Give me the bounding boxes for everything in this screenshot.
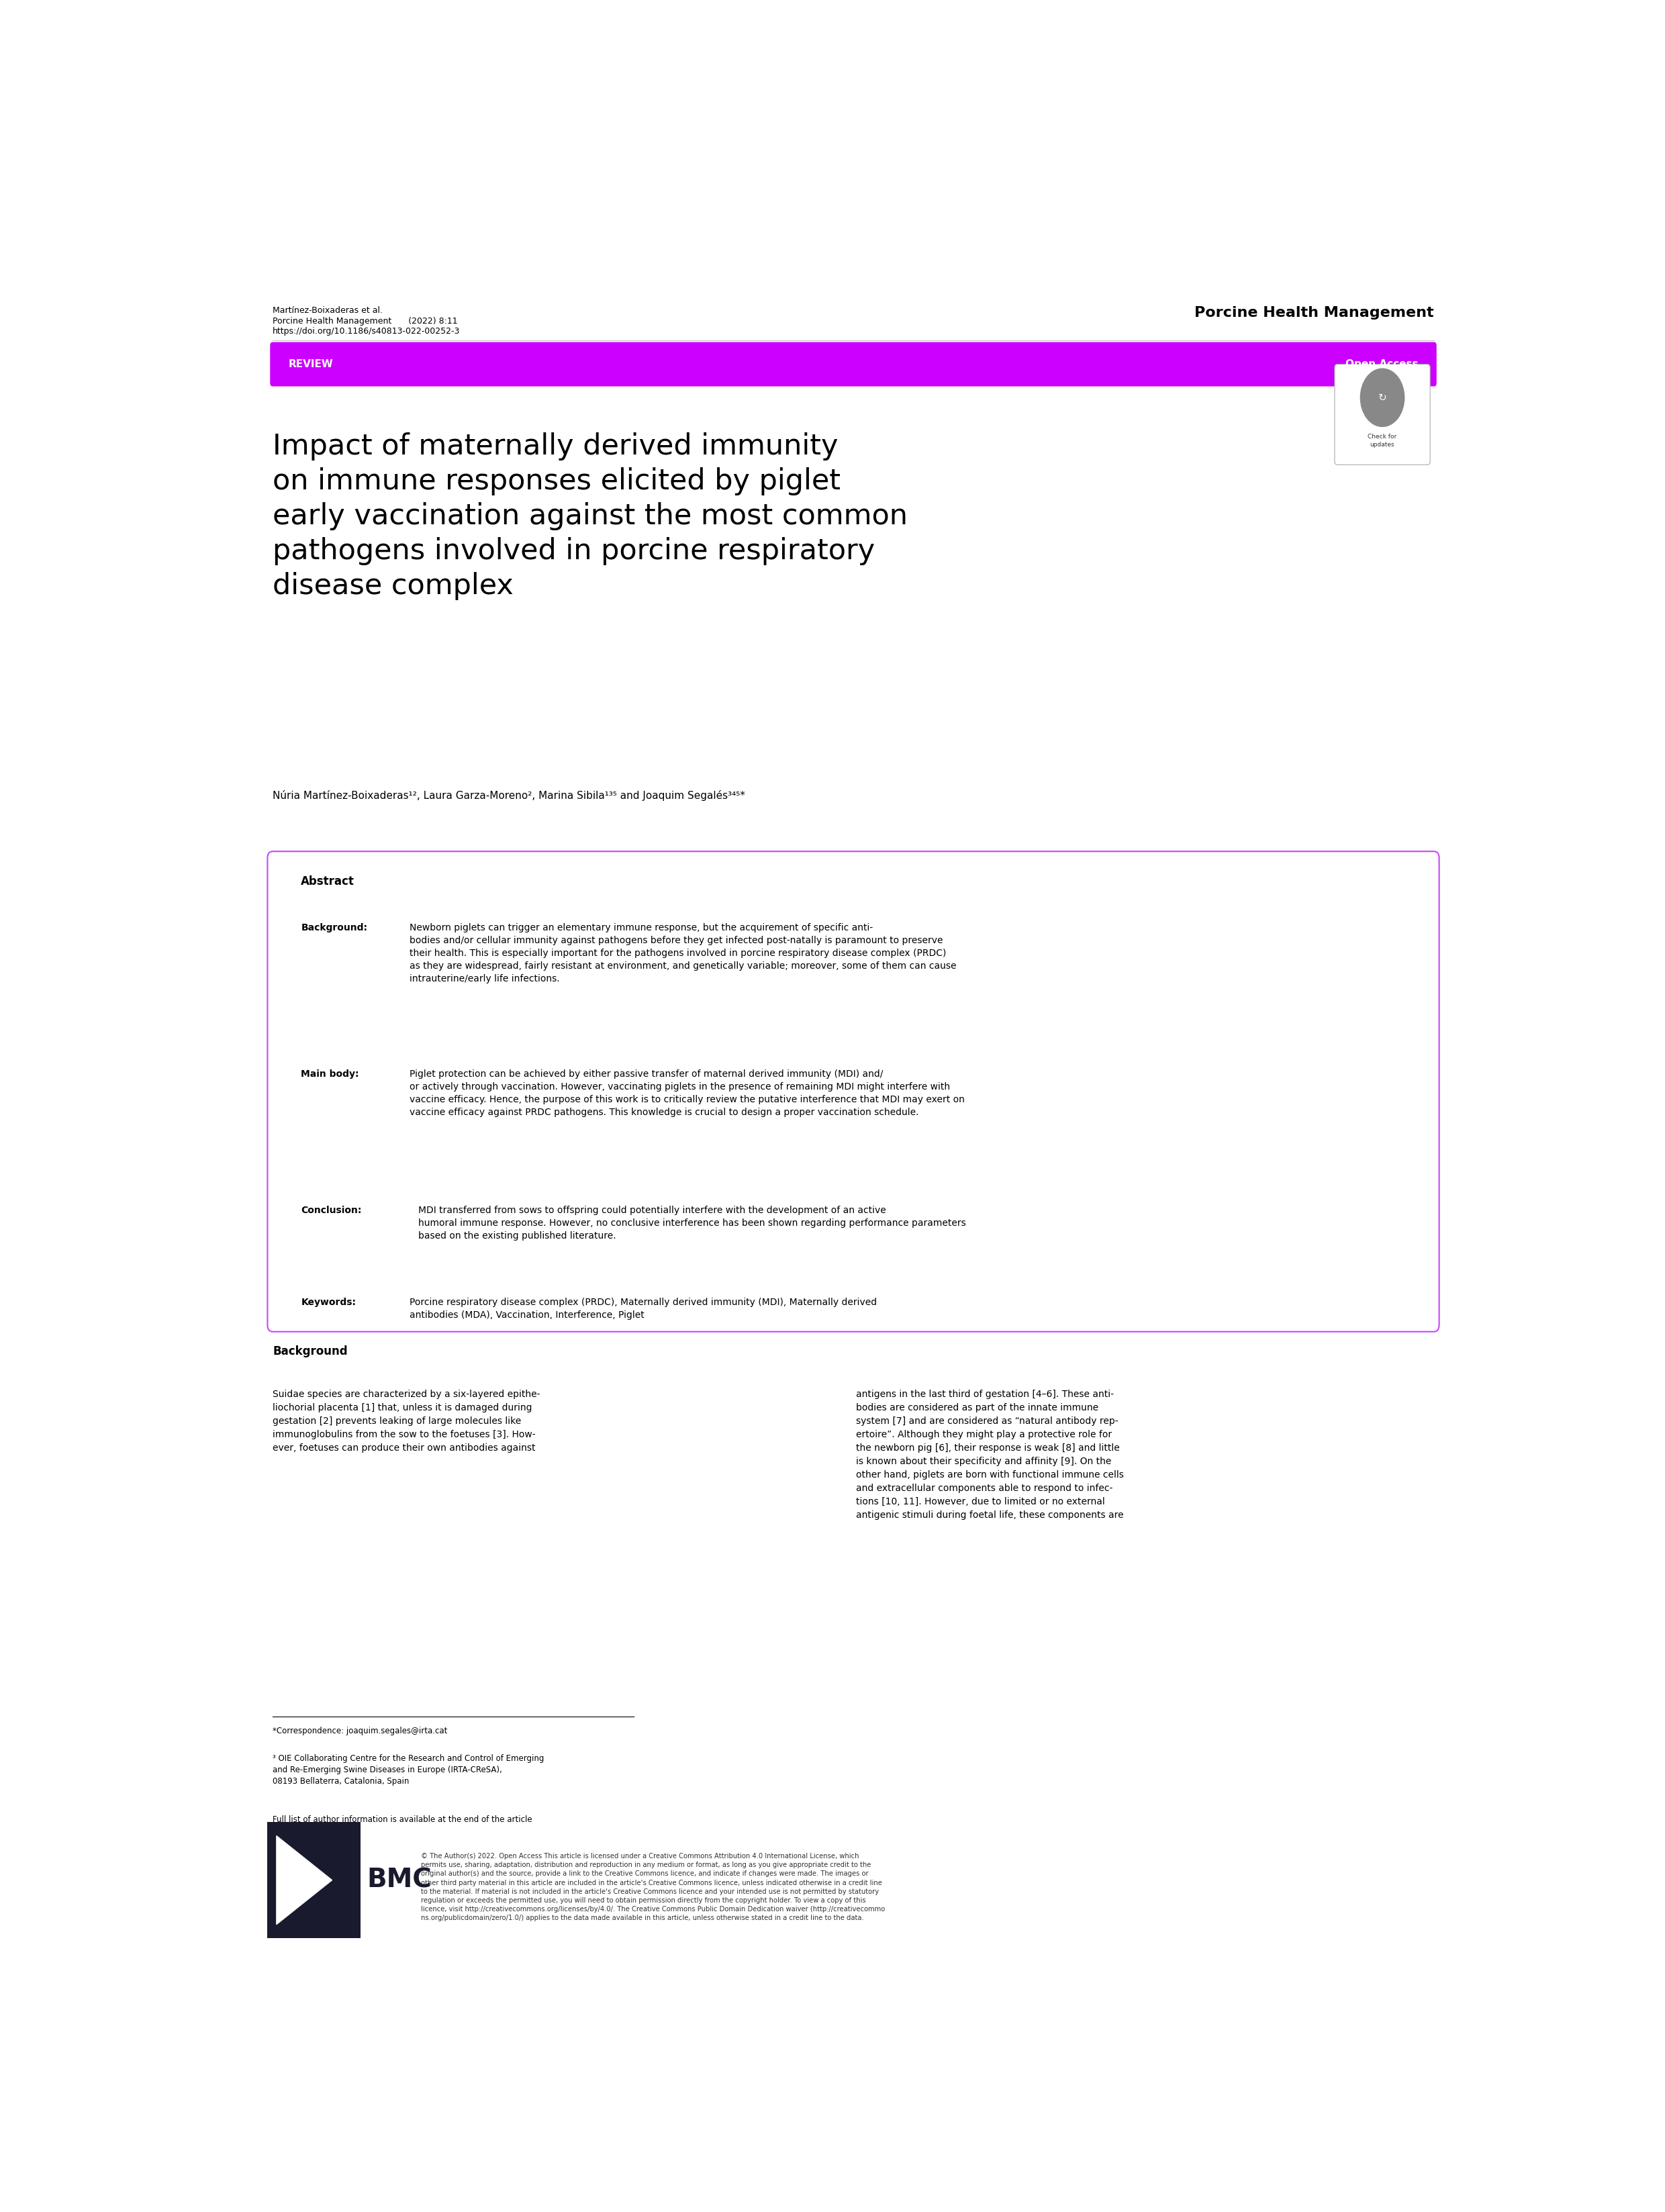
FancyBboxPatch shape [1335, 365, 1430, 465]
Text: MDI transferred from sows to offspring could potentially interfere with the deve: MDI transferred from sows to offspring c… [418, 1206, 966, 1241]
Text: Main body:: Main body: [301, 1068, 360, 1079]
Text: Piglet protection can be achieved by either passive transfer of maternal derived: Piglet protection can be achieved by eit… [410, 1068, 964, 1117]
Text: Porcine respiratory disease complex (PRDC), Maternally derived immunity (MDI), M: Porcine respiratory disease complex (PRD… [410, 1298, 877, 1321]
Text: Check for
updates: Check for updates [1369, 434, 1397, 447]
Text: REVIEW: REVIEW [288, 358, 333, 369]
Text: antigens in the last third of gestation [4–6]. These anti-
bodies are considered: antigens in the last third of gestation … [856, 1389, 1124, 1520]
Text: Porcine Health Management  (2022) 8:11: Porcine Health Management (2022) 8:11 [273, 316, 458, 325]
Polygon shape [276, 1836, 331, 1924]
Text: Keywords:: Keywords: [301, 1298, 356, 1307]
Text: Full list of author information is available at the end of the article: Full list of author information is avail… [273, 1816, 533, 1825]
Text: Newborn piglets can trigger an elementary immune response, but the acquirement o: Newborn piglets can trigger an elementar… [410, 922, 956, 982]
Circle shape [1360, 369, 1404, 427]
FancyBboxPatch shape [268, 1823, 360, 1938]
Text: ↻: ↻ [1379, 392, 1387, 403]
Text: BMC: BMC [366, 1867, 431, 1893]
Text: Impact of maternally derived immunity
on immune responses elicited by piglet
ear: Impact of maternally derived immunity on… [273, 431, 907, 599]
Text: Martínez-Boixaderas et al.: Martínez-Boixaderas et al. [273, 305, 383, 314]
Text: *Correspondence: joaquim.segales@irta.cat: *Correspondence: joaquim.segales@irta.ca… [273, 1728, 448, 1736]
Text: Suidae species are characterized by a six-layered epithe-
liochorial placenta [1: Suidae species are characterized by a si… [273, 1389, 539, 1453]
Text: https://doi.org/10.1186/s40813-022-00252-3: https://doi.org/10.1186/s40813-022-00252… [273, 327, 460, 336]
Text: Porcine Health Management: Porcine Health Management [1194, 305, 1434, 321]
Text: Background:: Background: [301, 922, 368, 931]
Text: Background: Background [273, 1345, 348, 1358]
Text: Núria Martínez-Boixaderas¹², Laura Garza-Moreno², Marina Sibila¹³⁵ and Joaquim S: Núria Martínez-Boixaderas¹², Laura Garza… [273, 790, 746, 801]
Text: Abstract: Abstract [301, 876, 355, 887]
Text: ³ OIE Collaborating Centre for the Research and Control of Emerging
and Re-Emerg: ³ OIE Collaborating Centre for the Resea… [273, 1754, 544, 1785]
Text: Conclusion:: Conclusion: [301, 1206, 361, 1214]
Text: © The Author(s) 2022. Open Access This article is licensed under a Creative Comm: © The Author(s) 2022. Open Access This a… [421, 1854, 886, 1922]
FancyBboxPatch shape [270, 343, 1437, 387]
FancyBboxPatch shape [268, 852, 1439, 1332]
Text: Open Access: Open Access [1345, 358, 1419, 369]
